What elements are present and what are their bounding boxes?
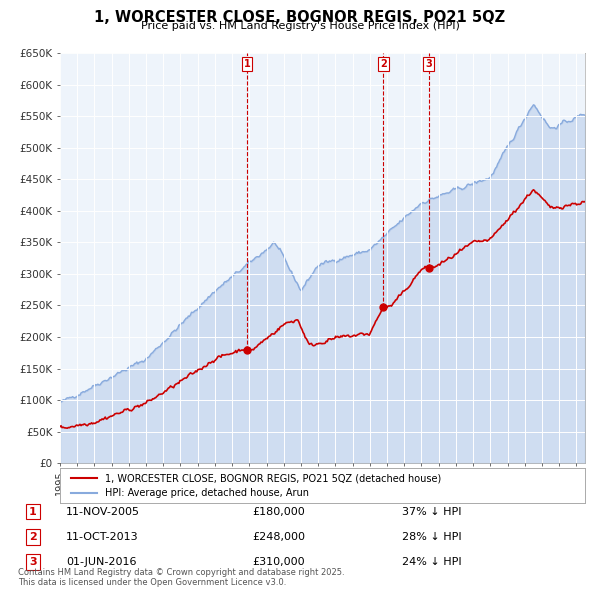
Text: 2: 2 bbox=[29, 532, 37, 542]
Text: 28% ↓ HPI: 28% ↓ HPI bbox=[402, 532, 461, 542]
Text: 11-NOV-2005: 11-NOV-2005 bbox=[66, 507, 140, 516]
Text: 1, WORCESTER CLOSE, BOGNOR REGIS, PO21 5QZ: 1, WORCESTER CLOSE, BOGNOR REGIS, PO21 5… bbox=[94, 10, 506, 25]
Text: 3: 3 bbox=[29, 558, 37, 567]
Text: 3: 3 bbox=[425, 59, 432, 69]
Text: 24% ↓ HPI: 24% ↓ HPI bbox=[402, 558, 461, 567]
Text: 1: 1 bbox=[29, 507, 37, 516]
Text: 11-OCT-2013: 11-OCT-2013 bbox=[66, 532, 139, 542]
Text: Price paid vs. HM Land Registry's House Price Index (HPI): Price paid vs. HM Land Registry's House … bbox=[140, 21, 460, 31]
Text: £248,000: £248,000 bbox=[252, 532, 305, 542]
Text: £310,000: £310,000 bbox=[252, 558, 305, 567]
Text: 01-JUN-2016: 01-JUN-2016 bbox=[66, 558, 137, 567]
Text: 37% ↓ HPI: 37% ↓ HPI bbox=[402, 507, 461, 516]
Text: HPI: Average price, detached house, Arun: HPI: Average price, detached house, Arun bbox=[104, 488, 308, 498]
Text: 1: 1 bbox=[244, 59, 250, 69]
Text: Contains HM Land Registry data © Crown copyright and database right 2025.
This d: Contains HM Land Registry data © Crown c… bbox=[18, 568, 344, 587]
Text: 1, WORCESTER CLOSE, BOGNOR REGIS, PO21 5QZ (detached house): 1, WORCESTER CLOSE, BOGNOR REGIS, PO21 5… bbox=[104, 473, 441, 483]
Text: 2: 2 bbox=[380, 59, 387, 69]
Text: £180,000: £180,000 bbox=[252, 507, 305, 516]
